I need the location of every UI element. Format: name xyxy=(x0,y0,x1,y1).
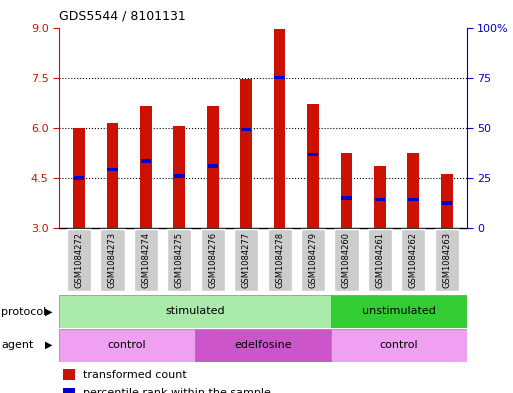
Text: control: control xyxy=(108,340,146,350)
FancyBboxPatch shape xyxy=(268,229,292,292)
Bar xyxy=(59,329,195,362)
Text: GSM1084278: GSM1084278 xyxy=(275,232,284,288)
Text: GSM1084275: GSM1084275 xyxy=(175,232,184,288)
Text: percentile rank within the sample: percentile rank within the sample xyxy=(84,388,271,393)
Bar xyxy=(107,168,118,171)
Bar xyxy=(274,76,285,79)
FancyBboxPatch shape xyxy=(301,229,325,292)
Bar xyxy=(331,295,467,328)
Bar xyxy=(107,123,119,228)
FancyBboxPatch shape xyxy=(435,229,459,292)
Text: GSM1084272: GSM1084272 xyxy=(74,232,84,288)
Text: control: control xyxy=(380,340,418,350)
FancyBboxPatch shape xyxy=(67,229,91,292)
Bar xyxy=(308,153,319,156)
Bar xyxy=(174,174,185,178)
Text: GSM1084263: GSM1084263 xyxy=(442,232,451,288)
Text: protocol: protocol xyxy=(1,307,46,317)
Bar xyxy=(374,166,386,228)
Bar xyxy=(140,106,152,228)
Bar xyxy=(63,369,75,380)
FancyBboxPatch shape xyxy=(401,229,425,292)
Text: transformed count: transformed count xyxy=(84,369,187,380)
Text: stimulated: stimulated xyxy=(165,307,225,316)
Text: ▶: ▶ xyxy=(45,307,53,317)
Text: agent: agent xyxy=(1,340,33,350)
Bar xyxy=(241,128,251,131)
Bar xyxy=(207,106,219,228)
Bar xyxy=(341,153,352,228)
Bar xyxy=(73,128,85,228)
Text: GSM1084273: GSM1084273 xyxy=(108,232,117,288)
Text: GSM1084277: GSM1084277 xyxy=(242,232,251,288)
Bar xyxy=(207,165,218,168)
Bar xyxy=(241,79,252,228)
Bar xyxy=(74,176,84,180)
Bar xyxy=(442,201,452,204)
Text: GSM1084279: GSM1084279 xyxy=(308,232,318,288)
Text: unstimulated: unstimulated xyxy=(362,307,436,316)
Bar xyxy=(141,160,151,163)
Text: edelfosine: edelfosine xyxy=(234,340,292,350)
Bar xyxy=(374,198,385,201)
Bar xyxy=(195,329,331,362)
Text: GDS5544 / 8101131: GDS5544 / 8101131 xyxy=(59,10,186,23)
Bar xyxy=(441,174,452,228)
Bar xyxy=(63,388,75,393)
Bar xyxy=(408,198,419,201)
FancyBboxPatch shape xyxy=(368,229,392,292)
Text: GSM1084260: GSM1084260 xyxy=(342,232,351,288)
Text: GSM1084261: GSM1084261 xyxy=(376,232,384,288)
Bar xyxy=(274,29,285,228)
Text: GSM1084276: GSM1084276 xyxy=(208,232,218,288)
FancyBboxPatch shape xyxy=(101,229,125,292)
FancyBboxPatch shape xyxy=(134,229,158,292)
Text: ▶: ▶ xyxy=(45,340,53,350)
Bar xyxy=(407,153,419,228)
FancyBboxPatch shape xyxy=(167,229,191,292)
FancyBboxPatch shape xyxy=(234,229,258,292)
Bar xyxy=(331,329,467,362)
Bar xyxy=(173,126,185,228)
Bar xyxy=(341,196,352,200)
Text: GSM1084262: GSM1084262 xyxy=(409,232,418,288)
FancyBboxPatch shape xyxy=(201,229,225,292)
Bar xyxy=(307,105,319,228)
Bar xyxy=(59,295,331,328)
Text: GSM1084274: GSM1084274 xyxy=(142,232,150,288)
FancyBboxPatch shape xyxy=(334,229,359,292)
